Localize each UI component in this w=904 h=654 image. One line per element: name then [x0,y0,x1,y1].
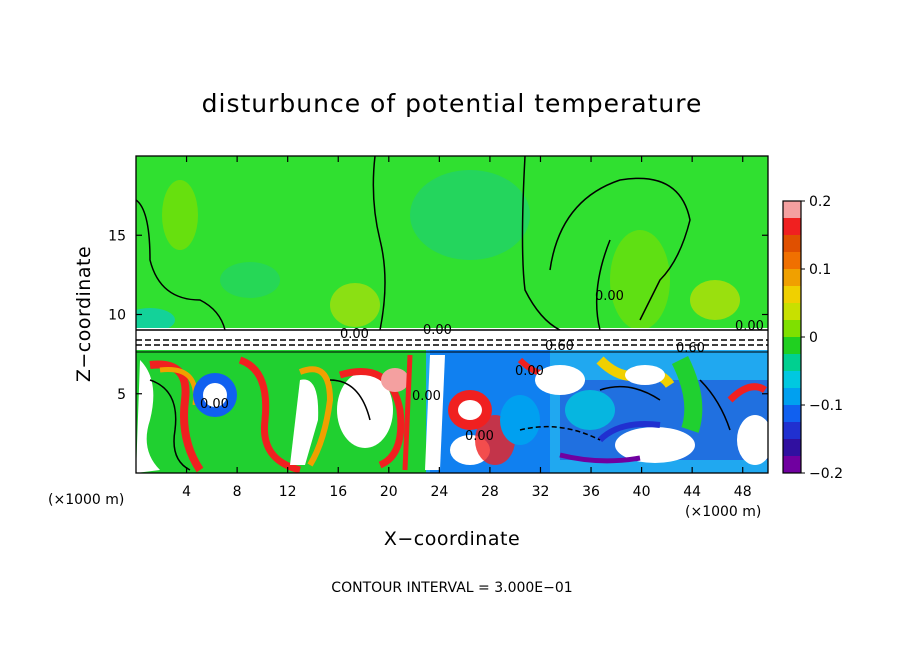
colorbar-tick-label: −0.1 [809,398,843,414]
aloft-patch [410,170,530,260]
colorbar-tick-label: −0.2 [809,466,843,482]
aloft-patch [162,180,198,250]
plot-area [136,156,768,473]
x-tick-label: 48 [734,484,752,500]
x-tick-label: 36 [582,484,600,500]
colorbar-swatch [783,235,801,253]
contours [136,156,768,471]
x-tick-label: 28 [481,484,499,500]
colorbar-swatch [783,286,801,304]
y-axis: 5 10 15 [108,228,768,403]
y-tick-label: 10 [108,308,126,324]
colorbar-tick-label: 0.1 [809,262,831,278]
colorbar-swatch [783,252,801,270]
x-tick-label: 4 [182,484,191,500]
aloft-patch [136,308,175,332]
x-axis: 4 8 12 16 20 24 28 32 36 40 44 48 [182,156,752,500]
colorbar-swatch [783,201,801,219]
contour-label: 0.00 [465,429,494,444]
x-tick-label: 32 [532,484,550,500]
x-unit-right: (×1000 m) [685,504,761,520]
x-tick-label: 20 [380,484,398,500]
aloft-patch [610,230,670,330]
contour-label: 0.60 [545,339,574,354]
colorbar [782,200,802,474]
colorbar-swatch [783,269,801,287]
colorbar-swatch [783,354,801,372]
colorbar-swatch [783,422,801,440]
eddies [136,354,768,473]
footer-contour-interval: CONTOUR INTERVAL = 3.000E−01 [331,580,572,596]
colorbar-swatch [783,320,801,338]
colorbar-ticks: 0.2 0.1 0 −0.1 −0.2 [801,194,843,482]
x-tick-label: 24 [430,484,448,500]
y-axis-label: Z−coordinate [73,246,95,382]
contour-label: 0.00 [735,319,764,334]
contour-label: 0.00 [595,289,624,304]
colorbar-swatch [783,303,801,321]
y-tick-label: 5 [117,387,126,403]
x-tick-label: 12 [279,484,297,500]
colorbar-swatch [783,218,801,236]
aloft-patch [330,283,380,327]
colorbar-swatch [783,439,801,457]
aloft-patch [220,262,280,298]
x-unit-left: (×1000 m) [48,492,124,508]
colorbar-tick-label: 0 [809,330,818,346]
colorbar-swatch [783,337,801,355]
contour-label: 0.00 [412,389,441,404]
aloft-patch [690,280,740,320]
y-tick-label: 15 [108,228,126,244]
contour-labels: 0.00 0.00 0.00 0.60 0.60 0.00 0.00 0.00 … [200,289,764,444]
colorbar-swatch [783,405,801,423]
x-tick-label: 16 [329,484,347,500]
x-axis-label: X−coordinate [384,528,520,550]
contour-label: 0.00 [515,364,544,379]
colorbar-tick-label: 0.2 [809,194,831,210]
contour-label: 0.00 [340,327,369,342]
contour-label: 0.00 [200,397,229,412]
x-tick-label: 40 [633,484,651,500]
colorbar-swatch [783,371,801,389]
colorbar-swatch [783,456,801,474]
boundary-band [136,328,768,350]
contour-label: 0.60 [676,341,705,356]
contour-label: 0.00 [423,323,452,338]
x-tick-label: 8 [233,484,242,500]
chart-title: disturbunce of potential temperature [202,89,703,118]
x-tick-label: 44 [683,484,701,500]
colorbar-swatch [783,388,801,406]
